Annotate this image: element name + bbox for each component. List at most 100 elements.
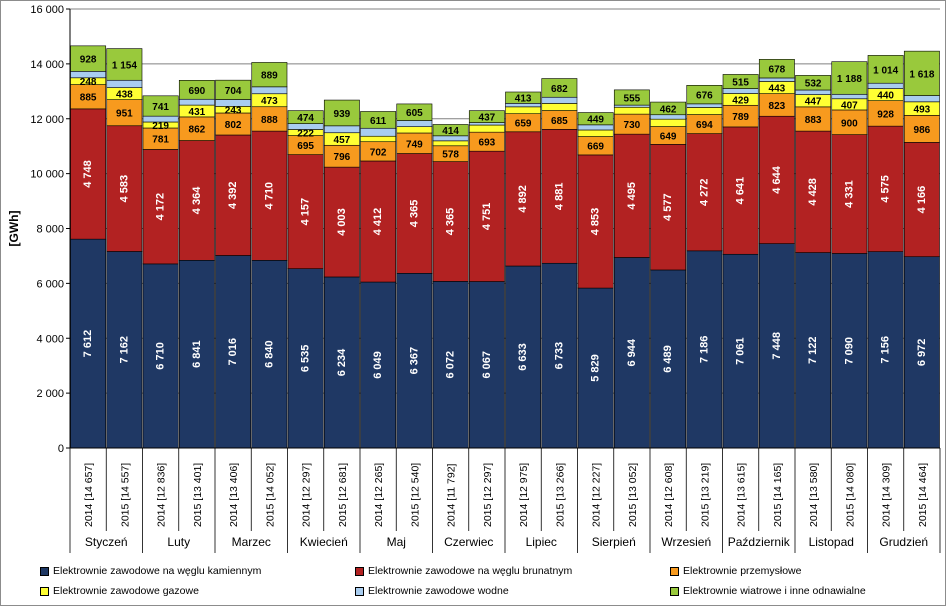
data-label: 704 (225, 86, 242, 97)
data-label: 4 751 (481, 203, 493, 231)
legend-item: Elektrownie zawodowe na węglu brunatnym (355, 565, 572, 577)
bar-segment (360, 281, 397, 449)
data-label: 695 (297, 141, 314, 152)
data-label: 951 (116, 109, 133, 120)
data-label: 730 (624, 120, 641, 131)
bar-segment (106, 251, 143, 449)
data-label: 796 (334, 152, 351, 163)
bar-segment (613, 104, 650, 108)
bar-segment (396, 153, 433, 274)
y-tick-label: 10 000 (30, 169, 64, 181)
x-tick-label: 2014 [11 792] (446, 463, 458, 527)
bar-segment (360, 160, 397, 283)
bar-segment (178, 140, 215, 261)
bar-segment (541, 129, 578, 264)
bar-segment (360, 111, 397, 129)
data-label: 222 (297, 129, 314, 140)
data-label: 889 (261, 71, 278, 82)
bar-segment (432, 140, 469, 147)
bar-segment (106, 79, 143, 88)
data-label: 4 003 (336, 208, 348, 236)
data-label: 678 (769, 65, 786, 76)
bar-segment (396, 126, 433, 134)
bar-segment (722, 74, 759, 89)
data-label: 4 365 (408, 200, 420, 228)
legend-label: Elektrownie zawodowe na węglu brunatnym (368, 565, 573, 577)
bar-segment (432, 281, 469, 449)
data-label: 6 072 (445, 351, 457, 379)
x-tick-label: 2015 [13 052] (627, 463, 639, 527)
data-label: 6 710 (155, 342, 167, 370)
bar-segment (432, 161, 469, 282)
bar-segment (505, 91, 542, 104)
data-label: 694 (696, 120, 713, 131)
bar-segment (577, 129, 614, 137)
legend-item: Elektrownie zawodowe wodne (355, 585, 509, 597)
data-label: 429 (732, 95, 749, 106)
legend-swatch (670, 566, 679, 576)
data-label: 4 748 (82, 160, 94, 188)
data-label: 789 (732, 112, 749, 123)
legend-label: Elektrownie zawodowe gazowe (53, 585, 199, 597)
data-label: 862 (189, 125, 206, 136)
x-tick-label: 2015 [14 464] (917, 463, 929, 527)
bar-segment (577, 154, 614, 289)
y-tick-label: 0 (58, 443, 64, 455)
chart-legend: Elektrownie zawodowe na węglu kamiennym E… (40, 565, 940, 605)
month-label: Maj (387, 535, 406, 549)
month-label: Sierpień (592, 535, 636, 549)
y-tick-label: 14 000 (30, 59, 64, 71)
bar-segment (867, 82, 904, 89)
bar-segment (323, 276, 360, 449)
data-label: 248 (80, 77, 97, 88)
bar-segment (650, 144, 687, 271)
bar-segment (722, 126, 759, 255)
data-label: 440 (877, 91, 894, 102)
data-label: 1 618 (909, 69, 934, 80)
data-label: 7 186 (698, 336, 710, 364)
data-label: 474 (297, 113, 314, 124)
bar-segment (70, 238, 107, 449)
legend-item: Elektrownie zawodowe gazowe (40, 585, 199, 597)
bar-segment (70, 45, 107, 72)
month-label: Czerwiec (444, 535, 493, 549)
bar-segment (867, 100, 904, 127)
data-label: 676 (696, 91, 713, 102)
bar-segment (323, 99, 360, 127)
bar-segment (215, 99, 252, 107)
x-tick-label: 2014 [14 657] (83, 463, 95, 527)
bar-segment (106, 48, 143, 81)
x-tick-label: 2014 [13 406] (228, 463, 240, 527)
bar-segment (903, 95, 940, 103)
month-label: Luty (167, 535, 190, 549)
x-tick-label: 2015 [12 297] (482, 463, 494, 527)
data-label: 5 829 (590, 354, 602, 382)
data-label: 986 (914, 125, 931, 136)
bar-segment (577, 287, 614, 449)
data-label: 885 (80, 93, 97, 104)
data-label: 6 234 (336, 348, 348, 376)
x-tick-label: 2014 [14 309] (881, 463, 893, 527)
data-label: 4 412 (372, 208, 384, 236)
bar-segment (70, 84, 107, 110)
data-label: 437 (479, 113, 496, 124)
bar-segment (251, 86, 288, 95)
y-tick-label: 6 000 (36, 278, 64, 290)
bar-segment (251, 130, 288, 261)
bar-segment (831, 61, 868, 95)
bar-segment (178, 80, 215, 100)
x-tick-label: 2014 [13 615] (736, 463, 748, 527)
bar-segment (432, 124, 469, 137)
bar-segment (541, 96, 578, 104)
bar-segment (360, 135, 397, 143)
data-label: 219 (152, 121, 169, 132)
data-label: 802 (225, 120, 242, 131)
bar-segment (831, 134, 868, 254)
x-tick-label: 2015 [13 401] (192, 463, 204, 527)
data-label: 7 122 (807, 337, 819, 365)
data-label: 4 392 (227, 181, 239, 209)
bar-segment (577, 112, 614, 126)
data-label: 4 172 (155, 193, 167, 221)
data-label: 4 853 (590, 208, 602, 236)
